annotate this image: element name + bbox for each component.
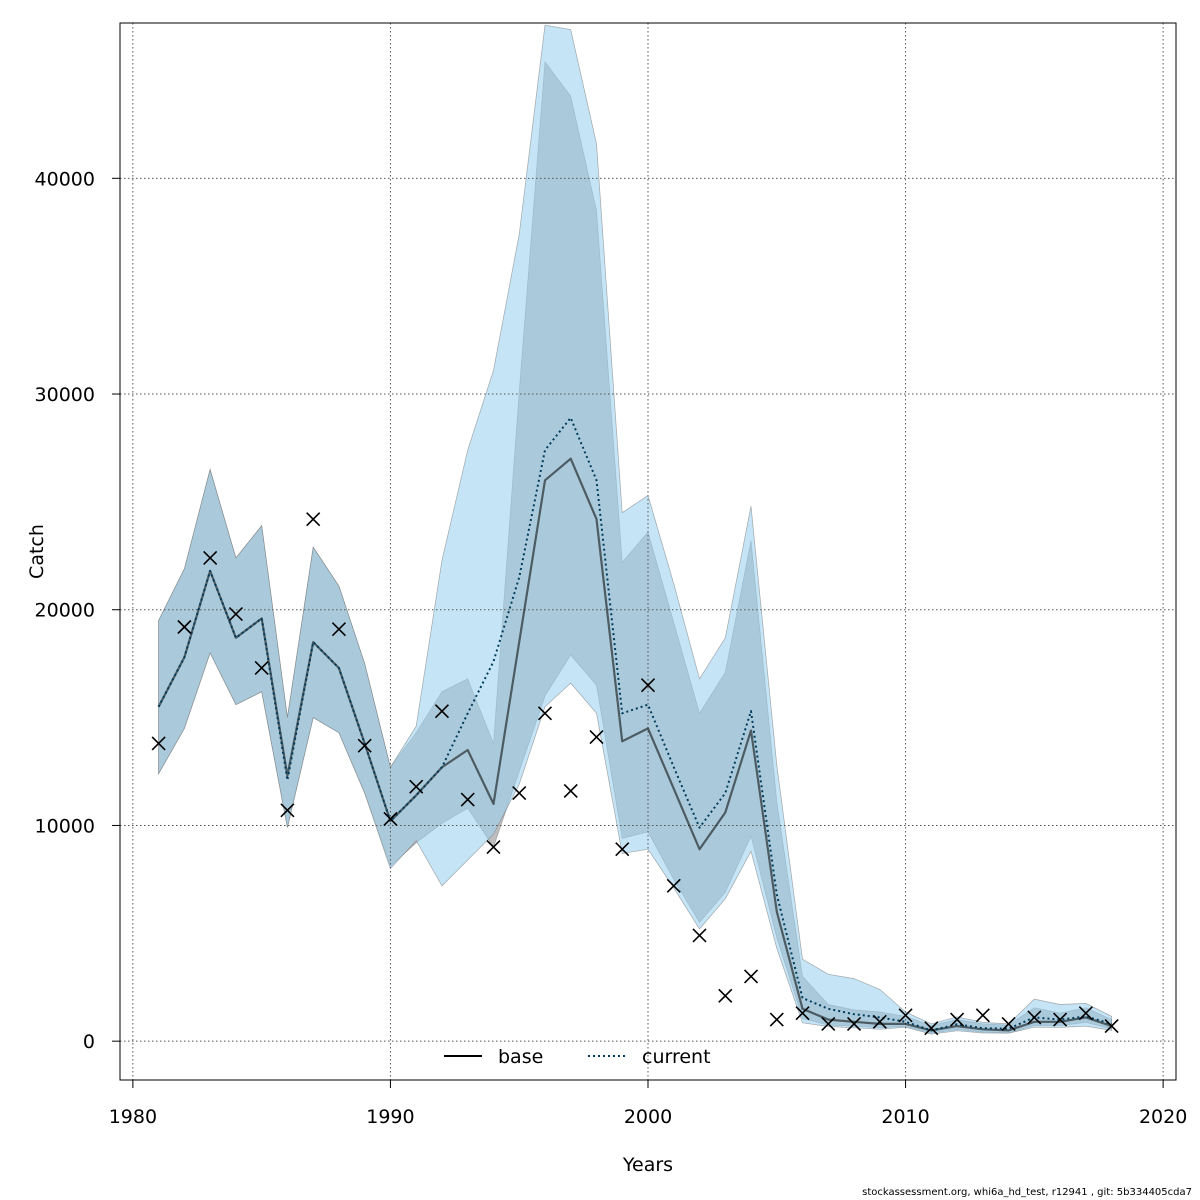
- x-tick-label: 2010: [881, 1106, 929, 1128]
- observed-point: [537, 706, 553, 721]
- observed-point: [563, 783, 578, 799]
- observed-point: [589, 729, 604, 745]
- observed-point: [306, 512, 321, 527]
- observed-point: [486, 839, 501, 855]
- observed-point: [950, 1012, 965, 1027]
- legend-label-base: base: [498, 1046, 543, 1068]
- observed-point: [718, 988, 733, 1003]
- observed-point: [692, 928, 707, 943]
- observed-point: [357, 738, 372, 753]
- observed-point: [203, 550, 218, 566]
- x-tick-label: 1980: [109, 1106, 157, 1128]
- observed-point: [924, 1021, 939, 1036]
- observed-point: [743, 969, 759, 984]
- x-tick-label: 2000: [624, 1106, 672, 1128]
- observed-point: [769, 1012, 784, 1027]
- observed-point: [1078, 1006, 1093, 1021]
- line-current: [157, 416, 1112, 1032]
- observed-point: [383, 811, 398, 827]
- observed-point: [1027, 1010, 1042, 1025]
- x-axis-title: Years: [622, 1154, 673, 1176]
- observed-point: [151, 736, 166, 751]
- observed-point: [254, 660, 269, 676]
- observed-point: [846, 1016, 862, 1031]
- observed-point: [975, 1008, 990, 1023]
- observed-point: [1001, 1016, 1016, 1031]
- observed-point: [409, 779, 424, 794]
- x-tick-label: 2020: [1139, 1106, 1187, 1128]
- y-tick-label: 10000: [35, 815, 95, 837]
- observed-point: [1053, 1012, 1068, 1027]
- series-lines: [157, 416, 1112, 1032]
- observed-point: [1104, 1019, 1119, 1034]
- observed-point: [460, 792, 475, 807]
- observed-point: [228, 606, 243, 622]
- observed-point: [280, 803, 295, 818]
- y-tick-label: 30000: [35, 384, 95, 406]
- observed-points: [151, 512, 1119, 1036]
- x-tick-label: 1990: [366, 1106, 414, 1128]
- confidence-bands: [158, 24, 1112, 1035]
- observed-point: [666, 878, 681, 893]
- legend-label-current: current: [642, 1046, 711, 1068]
- observed-point: [331, 622, 346, 637]
- legend: base current: [444, 1046, 711, 1068]
- observed-point: [615, 842, 630, 857]
- band-current: [158, 24, 1112, 1035]
- observed-point: [795, 1006, 810, 1021]
- observed-point: [434, 704, 450, 719]
- y-tick-label: 40000: [35, 168, 95, 190]
- observed-point: [821, 1016, 836, 1031]
- axes: 1980 1990 2000 2010 2020 0 10000 20000 30000 4000…: [35, 168, 1188, 1128]
- grid-lines: [120, 23, 1176, 1080]
- y-tick-label: 20000: [35, 600, 95, 622]
- observed-point: [512, 786, 527, 801]
- y-tick-label: 0: [83, 1031, 95, 1053]
- y-axis-title: Catch: [26, 524, 48, 579]
- observed-point: [898, 1008, 913, 1023]
- observed-point: [640, 678, 656, 693]
- observed-point: [177, 619, 192, 635]
- observed-point: [872, 1014, 887, 1029]
- footer-note: stockassessment.org, whi6a_hd_test, r129…: [862, 1187, 1192, 1198]
